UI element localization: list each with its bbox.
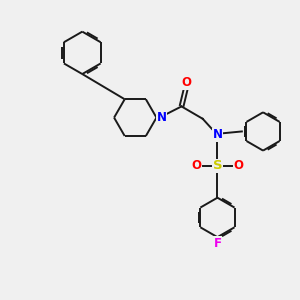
Text: O: O <box>234 159 244 172</box>
Text: O: O <box>181 76 191 89</box>
Text: F: F <box>213 236 221 250</box>
Text: O: O <box>191 159 201 172</box>
Text: S: S <box>213 159 222 172</box>
Text: N: N <box>157 111 167 124</box>
Text: N: N <box>212 128 222 142</box>
